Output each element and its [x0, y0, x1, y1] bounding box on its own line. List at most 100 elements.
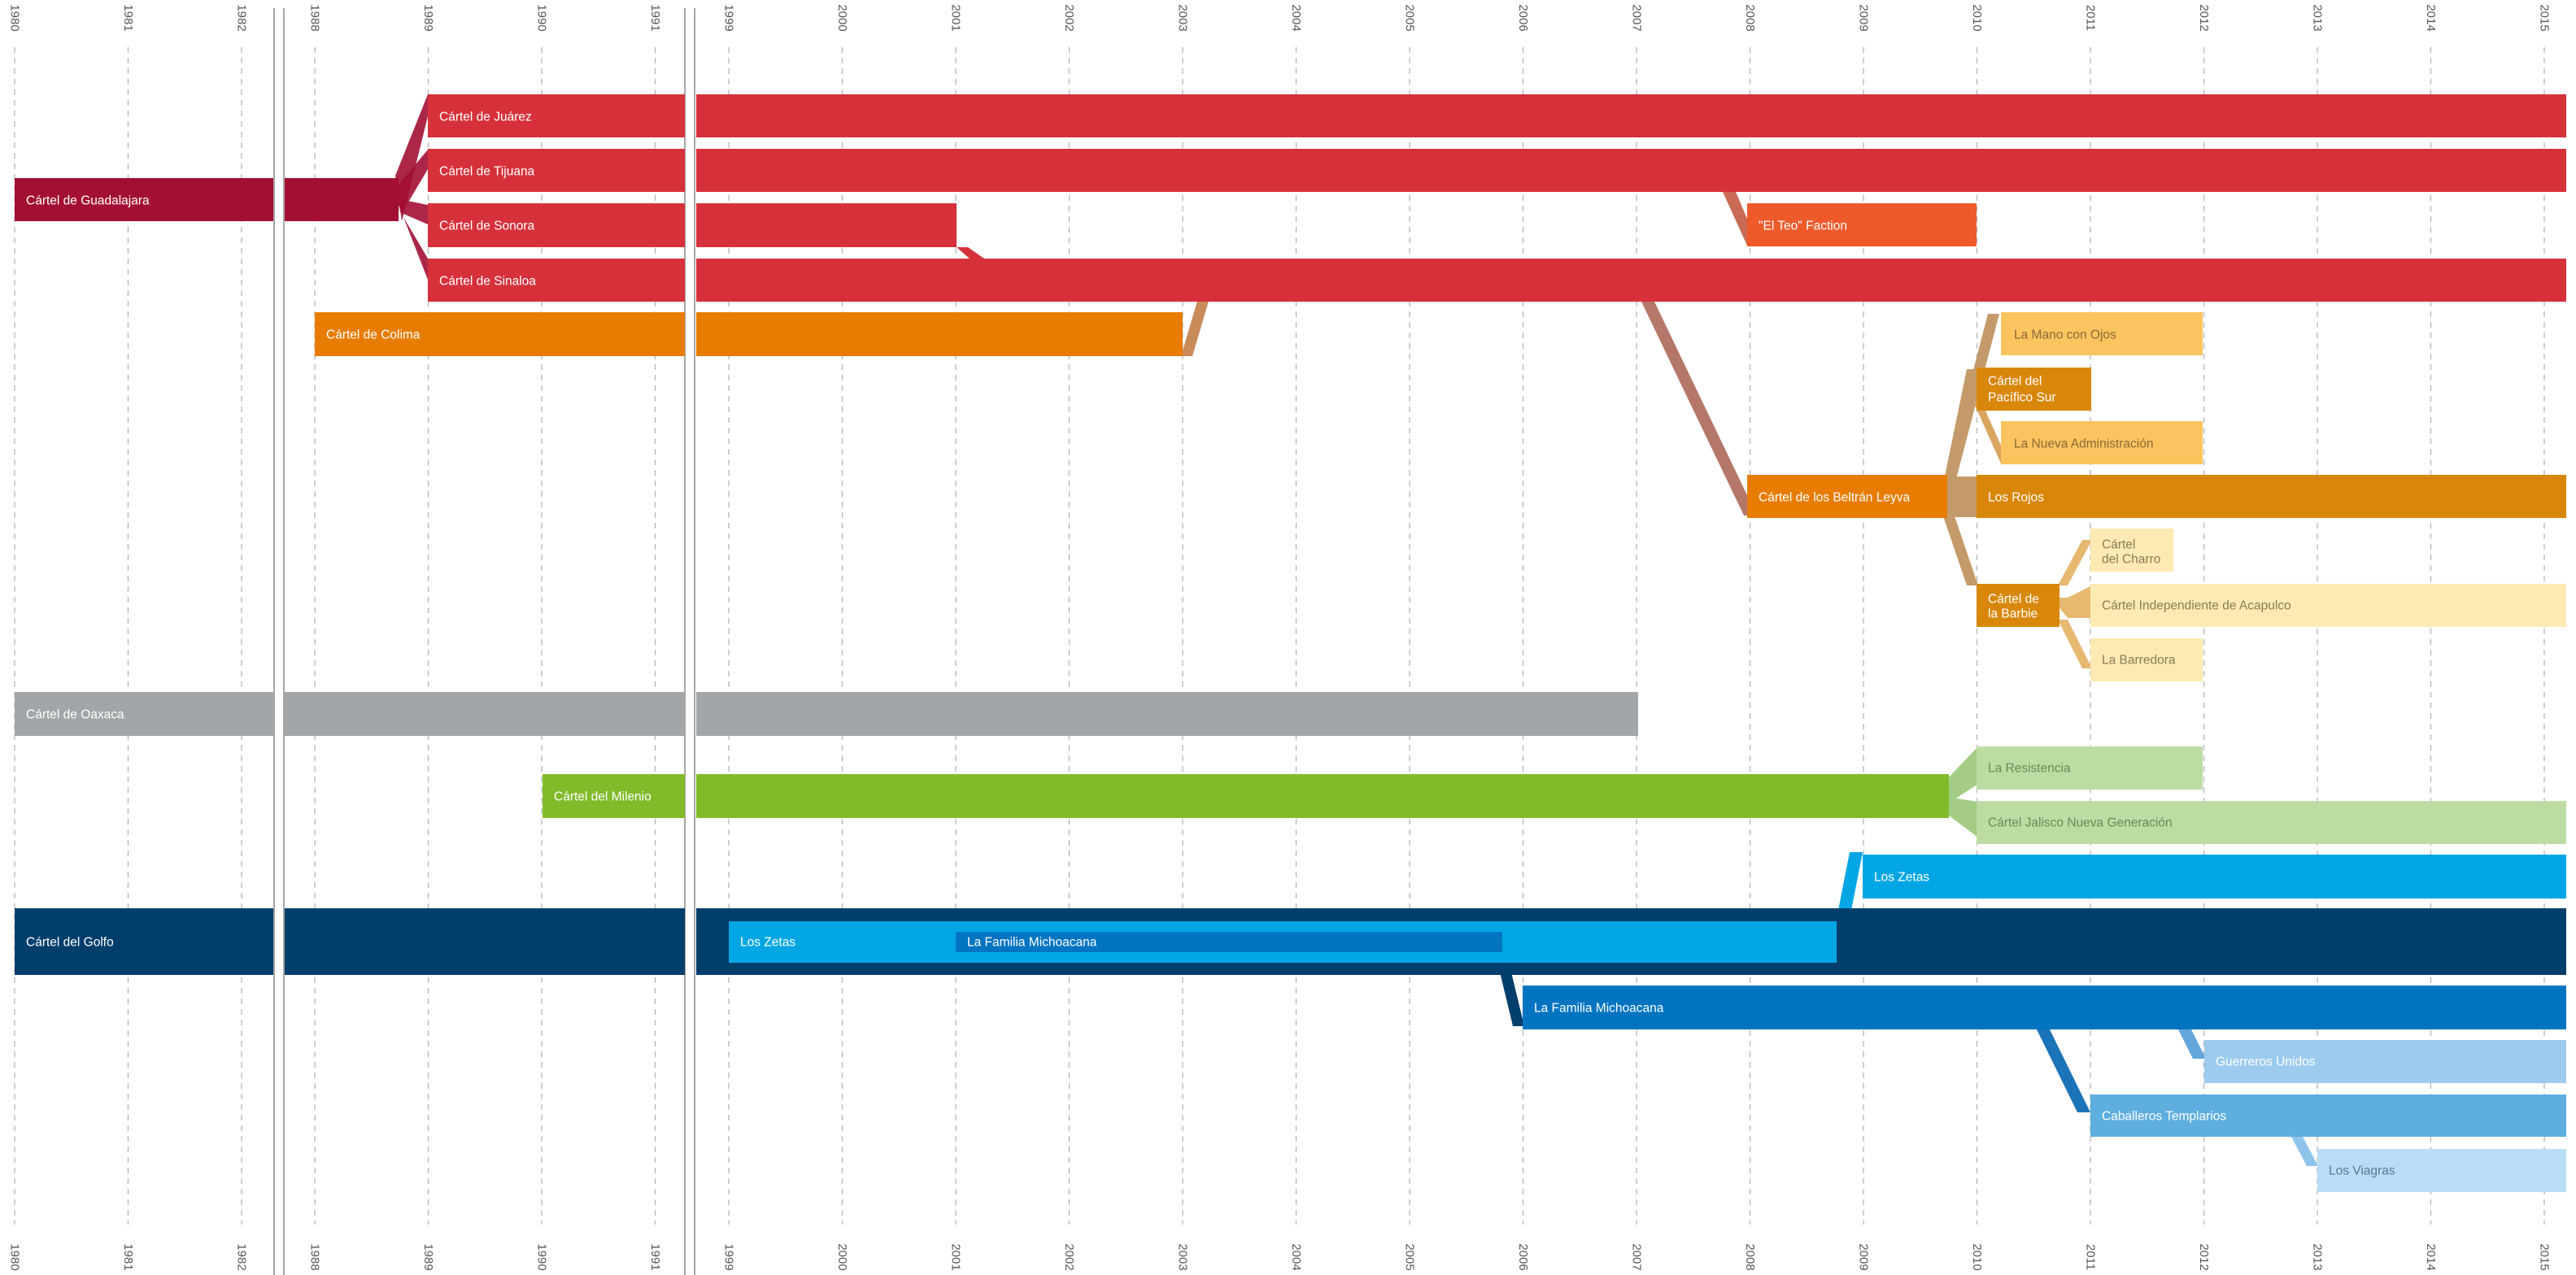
guerreros-unidos-bar — [2204, 1040, 2566, 1083]
tijuana-bar — [428, 149, 685, 192]
rojos-label: Los Rojos — [1988, 491, 2044, 505]
charro-label: del Charro — [2102, 553, 2160, 567]
year-label: 2005 — [1403, 1243, 1417, 1270]
teo-bar — [1747, 203, 1977, 246]
caballeros-templarios-bar — [2090, 1094, 2566, 1137]
familia-guerreros-connector — [2177, 1026, 2206, 1059]
year-label: 1989 — [421, 4, 435, 31]
year-label: 1981 — [121, 1243, 135, 1270]
templarios-viagras-connector — [2291, 1135, 2318, 1166]
organization-labels: Cártel de Guadalajara Cártel de Juárez Cár… — [26, 111, 2395, 1178]
golfo-bar — [285, 908, 685, 975]
acapulco-bar — [2090, 584, 2566, 627]
guerreros-unidos-label: Guerreros Unidos — [2216, 1055, 2316, 1069]
sinaloa-beltran-connector — [1641, 302, 1757, 516]
familia-michoacana-bar — [1523, 986, 2566, 1029]
year-label: 1990 — [535, 1243, 549, 1270]
familia-templarios-connector — [2035, 1026, 2090, 1112]
resistencia-label: La Resistencia — [1988, 762, 2071, 776]
beltran-barbie-connector — [1941, 509, 1978, 585]
guadalajara-bar — [15, 178, 273, 221]
year-label: 2010 — [1970, 1243, 1984, 1270]
year-label: 2001 — [949, 4, 963, 31]
milenio-cjng-connector — [1946, 797, 1978, 838]
mano-con-ojos-label: La Mano con Ojos — [2014, 329, 2116, 342]
year-label: 2007 — [1630, 4, 1644, 31]
year-label: 1982 — [235, 4, 249, 31]
mano-con-ojos-bar — [2001, 312, 2203, 355]
familia-inner-label: La Familia Michoacana — [967, 936, 1097, 950]
milenio-resistencia-connector — [1946, 746, 1978, 805]
year-label: 2015 — [2538, 4, 2552, 31]
oaxaca-bar — [285, 692, 685, 736]
resistencia-bar — [1977, 746, 2203, 790]
milenio-bar — [696, 774, 1949, 818]
year-label: 1999 — [722, 4, 736, 31]
pacifico-sur-label: Pacífico Sur — [1988, 391, 2056, 405]
barbie-charro-connector — [2058, 540, 2092, 585]
year-label: 2011 — [2084, 5, 2098, 31]
milenio-label: Cártel del Milenio — [554, 790, 652, 804]
barbie-label: la Barbie — [1988, 607, 2038, 621]
oaxaca-label: Cártel de Oaxaca — [26, 708, 124, 722]
juarez-bar — [428, 94, 685, 137]
barredora-bar — [2090, 638, 2203, 681]
year-label: 2001 — [949, 1243, 963, 1270]
year-label: 2009 — [1857, 4, 1871, 31]
year-label: 2015 — [2538, 1243, 2552, 1270]
year-label: 2008 — [1743, 1243, 1757, 1270]
familia-inner-bar — [956, 932, 1502, 952]
zetas-inner-label: Los Zetas — [740, 936, 795, 950]
guadalajara-label: Cártel de Guadalajara — [26, 194, 150, 208]
guadalajara-tijuana-connector — [395, 150, 428, 213]
teo-label: "El Teo" Faction — [1759, 220, 1847, 233]
year-label: 2006 — [1516, 1243, 1530, 1270]
year-label: 2012 — [2197, 4, 2211, 31]
oaxaca-bar — [15, 692, 273, 736]
year-label: 2004 — [1289, 4, 1303, 31]
year-label: 2000 — [835, 1243, 849, 1270]
year-label: 1981 — [121, 4, 135, 31]
year-label: 1991 — [648, 1243, 662, 1270]
beltran-rojos-connector — [1941, 476, 1978, 517]
milenio-bar — [543, 774, 685, 818]
oaxaca-bar — [696, 692, 1638, 736]
tijuana-label: Cártel de Tijuana — [439, 165, 535, 179]
year-label: 2014 — [2424, 1243, 2438, 1270]
juarez-label: Cártel de Juárez — [439, 111, 532, 124]
split-connectors — [395, 94, 2318, 1166]
beltran-pacifico-connector — [1941, 369, 1978, 496]
sonora-sinaloa-connector — [957, 247, 984, 259]
colima-bar — [696, 312, 1183, 356]
sonora-bar — [428, 203, 685, 247]
year-label: 2008 — [1743, 4, 1757, 31]
year-label: 1999 — [722, 1243, 736, 1270]
charro-label: Cártel — [2102, 538, 2135, 552]
familia-michoacana-label: La Familia Michoacana — [1534, 1002, 1664, 1016]
pacifico-sur-label: Cártel del — [1988, 375, 2042, 389]
barbie-label: Cártel de — [1988, 593, 2039, 607]
year-label: 2011 — [2084, 1244, 2098, 1270]
nueva-administracion-label: La Nueva Administración — [2014, 437, 2153, 451]
juarez-bar — [696, 94, 2566, 137]
sinaloa-label: Cártel de Sinaloa — [439, 275, 536, 289]
barbie-acapulco-connector — [2058, 585, 2092, 618]
year-label: 2003 — [1176, 4, 1190, 31]
year-label: 1991 — [648, 4, 662, 31]
cjng-label: Cártel Jalisco Nueva Generación — [1988, 816, 2173, 830]
year-label: 2012 — [2197, 1243, 2211, 1270]
colima-label: Cártel de Colima — [326, 329, 421, 342]
beltran-leyva-bar — [1747, 475, 1947, 518]
zetas-label: Los Zetas — [1874, 871, 1929, 885]
barbie-bar — [1977, 584, 2059, 627]
year-label: 1980 — [8, 4, 22, 31]
pacifico-nueva-connector — [1973, 402, 2009, 463]
barbie-barredora-connector — [2058, 620, 2092, 668]
rojos-bar — [1977, 475, 2566, 518]
year-label: 2007 — [1630, 1243, 1644, 1270]
zetas-bar — [1863, 855, 2566, 899]
year-axis-labels: 1980 1980 1981 1981 1982 1982 1988 1988 1989 1989… — [8, 4, 2552, 1270]
barredora-label: La Barredora — [2102, 654, 2176, 668]
pacifico-sur-bar — [1977, 368, 2091, 411]
